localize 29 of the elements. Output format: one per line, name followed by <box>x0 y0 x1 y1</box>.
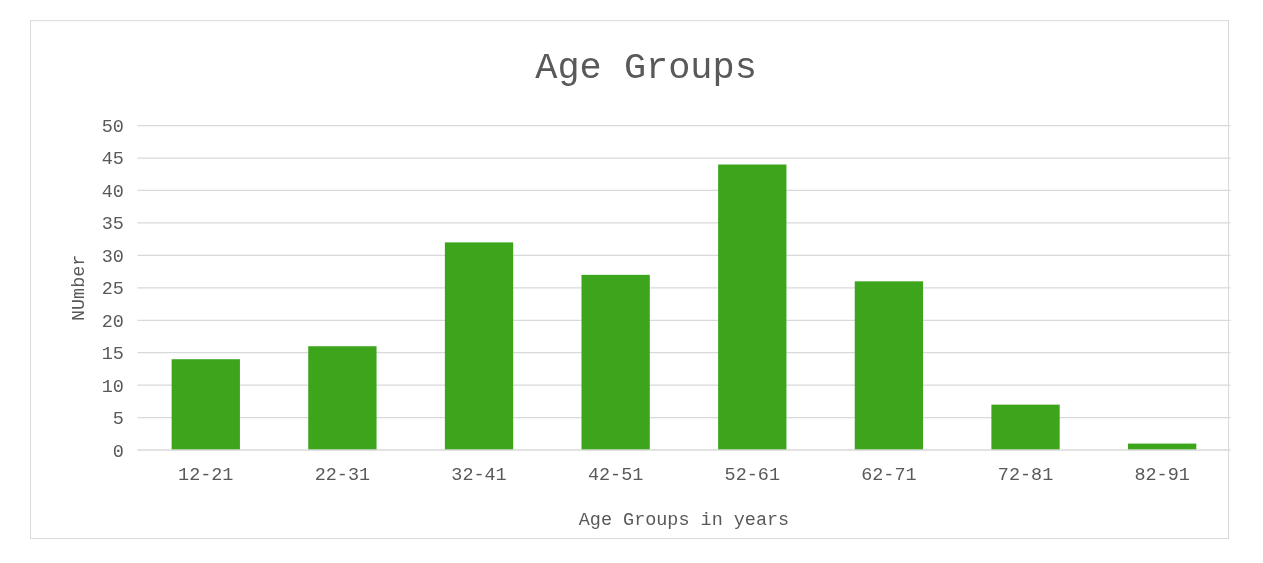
x-tick-label: 22-31 <box>314 465 371 487</box>
bar <box>991 404 1060 451</box>
y-tick-label: 0 <box>112 441 124 463</box>
bar <box>581 274 650 451</box>
y-tick-label: 50 <box>101 117 124 139</box>
x-tick-label: 72-81 <box>997 465 1054 487</box>
chart-title: Age Groups <box>535 46 757 89</box>
y-tick-label: 35 <box>101 214 124 236</box>
y-tick-label: 20 <box>101 311 124 333</box>
y-tick-label: 45 <box>101 149 124 171</box>
x-tick-label: 32-41 <box>451 465 507 487</box>
bar <box>171 359 240 451</box>
y-tick-label: 40 <box>101 181 124 203</box>
x-tick-label: 62-71 <box>861 465 917 487</box>
x-tick-label: 42-51 <box>587 465 644 487</box>
bar <box>308 346 377 451</box>
y-tick-label: 30 <box>101 246 124 268</box>
bar <box>444 242 514 451</box>
bar <box>854 281 924 451</box>
y-axis-title: NUmber <box>69 254 91 322</box>
y-tick-label: 25 <box>101 279 124 301</box>
y-tick-label: 10 <box>101 376 124 398</box>
y-tick-label: 5 <box>112 409 124 431</box>
bar <box>718 164 787 451</box>
y-tick-label: 15 <box>101 344 124 366</box>
x-tick-label: 12-21 <box>178 465 234 487</box>
x-tick-label: 52-61 <box>724 465 780 487</box>
x-axis-title: Age Groups in years <box>578 509 790 531</box>
x-tick-label: 82-91 <box>1134 465 1190 487</box>
